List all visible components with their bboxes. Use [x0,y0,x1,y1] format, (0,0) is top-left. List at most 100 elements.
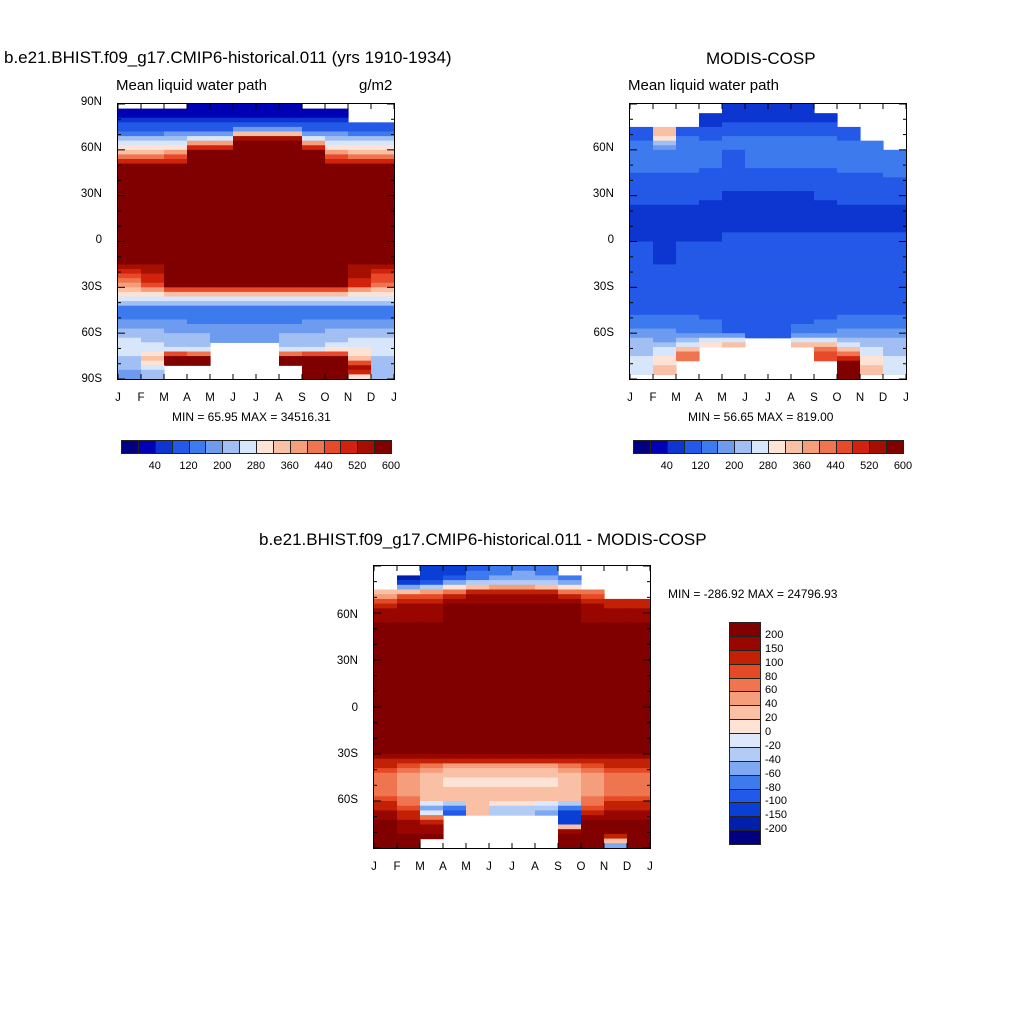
heatmap-cell [397,824,421,830]
heatmap-cell [233,186,257,192]
heatmap-cell [837,200,861,206]
heatmap-cell [860,278,884,284]
heatmap-cell [653,360,677,366]
heatmap-cell [860,172,884,178]
heatmap-cell [443,692,467,699]
heatmap-cell [791,269,815,275]
heatmap-cell [745,232,769,238]
heatmap-cell [604,636,628,642]
heatmap-cell [558,584,582,591]
heatmap-cell [489,768,513,774]
heatmap-cell [256,223,280,229]
heatmap-cell [118,264,142,270]
heatmap-cell [325,122,349,128]
heatmap-cell [256,145,280,151]
heatmap-cell [164,200,188,206]
heatmap-cell [374,627,398,633]
heatmap-cell [164,310,188,316]
heatmap-cell [374,688,398,694]
heatmap-cell [814,259,838,266]
heatmap-cell [627,749,650,755]
heatmap-cell [279,264,303,270]
heatmap-cell [627,838,650,844]
heatmap-cell [604,843,628,848]
heatmap-cell [397,636,421,642]
heatmap-cell [604,810,628,816]
heatmap-cell [348,172,372,178]
heatmap-cell [279,177,303,183]
heatmap-cell [768,159,792,165]
heatmap-cell [420,782,444,788]
heatmap-cell [443,636,467,642]
heatmap-cell [397,674,421,680]
heatmap-cell [860,259,884,266]
heatmap-cell [256,241,280,247]
heatmap-cell [210,328,234,334]
heatmap-cell [397,782,421,788]
heatmap-cell [699,287,723,293]
heatmap-cell [512,678,536,685]
heatmap-cell [581,829,605,835]
heatmap-cell [374,721,398,727]
heatmap-cell [374,697,398,703]
heatmap-cell [443,702,467,708]
heatmap-cell [374,833,398,840]
heatmap-cell [141,356,165,362]
heatmap-cell [187,246,211,252]
heatmap-cell [233,122,257,128]
heatmap-cell [141,324,165,330]
heatmap-cell [745,108,769,114]
heatmap-cell [630,159,654,165]
colorbar-label: 520 [860,460,879,472]
heatmap-cell [860,227,884,233]
model-title: b.e21.BHIST.f09_g17.CMIP6-historical.011… [4,48,452,67]
heatmap-cell [676,154,700,160]
heatmap-cell [256,305,280,311]
heatmap-cell [371,365,394,371]
heatmap-cell [164,305,188,311]
heatmap-cell [676,287,700,293]
heatmap-cell [558,669,582,675]
heatmap-cell [466,796,490,802]
heatmap-cell [814,223,838,229]
heatmap-cell [791,337,815,343]
heatmap-cell [141,181,165,188]
model-heatmap-svg [118,104,394,379]
heatmap-cell [558,739,582,746]
colorbar-label: 200 [213,460,232,472]
heatmap-cell [883,255,906,261]
heatmap-cell [627,782,650,788]
heatmap-cell [210,177,234,183]
heatmap-cell [630,356,654,362]
heatmap-cell [558,730,582,736]
heatmap-cell [118,356,142,362]
heatmap-cell [420,735,444,741]
colorbar-swatch [666,440,685,454]
heatmap-cell [883,282,906,288]
heatmap-cell [233,113,257,119]
heatmap-cell [768,310,792,316]
heatmap-cell [164,351,188,357]
x-tick-label: S [298,392,306,404]
heatmap-cell [420,589,444,595]
heatmap-cell [256,328,280,334]
x-tick-label: O [320,392,330,404]
heatmap-cell [420,664,444,670]
heatmap-cell [653,301,677,307]
colorbar-swatch [768,440,786,454]
heatmap-cell [256,232,280,238]
heatmap-cell [118,117,142,123]
model-colorbar-labels: 40 120 200 280 360 440 520 600 [121,460,401,474]
heatmap-cell [814,310,838,316]
heatmap-cell [791,255,815,261]
heatmap-cell [371,374,394,379]
heatmap-cell [837,296,861,302]
colorbar-label: 440 [826,460,845,472]
heatmap-cell [581,749,605,755]
heatmap-cell [118,145,142,151]
y-tick-label: 30N [80,188,102,200]
heatmap-cell [371,214,394,220]
heatmap-cell [535,669,559,675]
heatmap-cell [118,365,142,371]
heatmap-cell [187,264,211,270]
